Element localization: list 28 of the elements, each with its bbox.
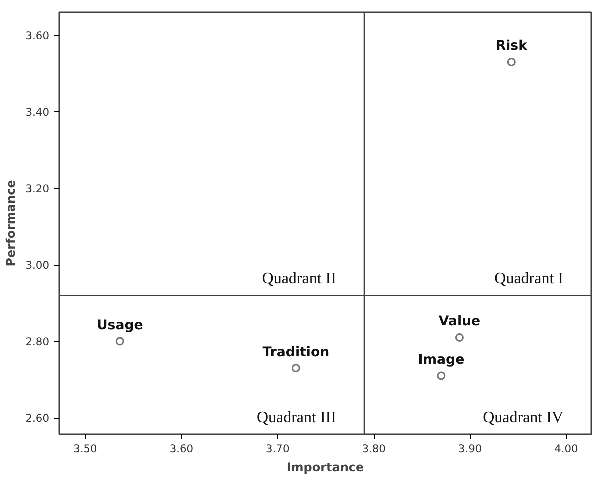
annotation: Quadrant II (262, 270, 336, 288)
point (507, 58, 516, 66)
point (437, 372, 446, 380)
annotation: Quadrant IV (483, 410, 564, 426)
annotation: Value (438, 314, 481, 330)
x-axis-title: Importance (286, 460, 364, 474)
x-tick-label: 4.00 (554, 442, 579, 456)
y-tick-label: 3.40 (26, 106, 50, 119)
annotation: Quadrant III (256, 410, 336, 426)
y-tick-label: 2.80 (26, 336, 50, 349)
y-tick-label: 3.20 (26, 182, 50, 196)
point (292, 364, 300, 373)
point (455, 333, 464, 342)
x-tick-label: 3.90 (458, 442, 482, 456)
y-tick-label: 2.60 (26, 412, 50, 426)
annotation: Usage (96, 318, 144, 334)
annotation: Image (418, 352, 465, 368)
annotation: Tradition (262, 345, 330, 360)
annotation: Risk (496, 39, 529, 54)
point (116, 337, 124, 346)
y-axis-title: Performance (4, 180, 18, 267)
y-tick-label: 3.00 (26, 259, 50, 272)
y-tick-label: 3.60 (26, 29, 50, 42)
x-tick-label: 3.50 (74, 442, 98, 456)
x-tick-label: 3.60 (170, 442, 194, 456)
annotation: Quadrant I (494, 270, 564, 288)
x-tick-label: 3.80 (362, 442, 386, 456)
x-tick-label: 3.70 (266, 442, 290, 456)
